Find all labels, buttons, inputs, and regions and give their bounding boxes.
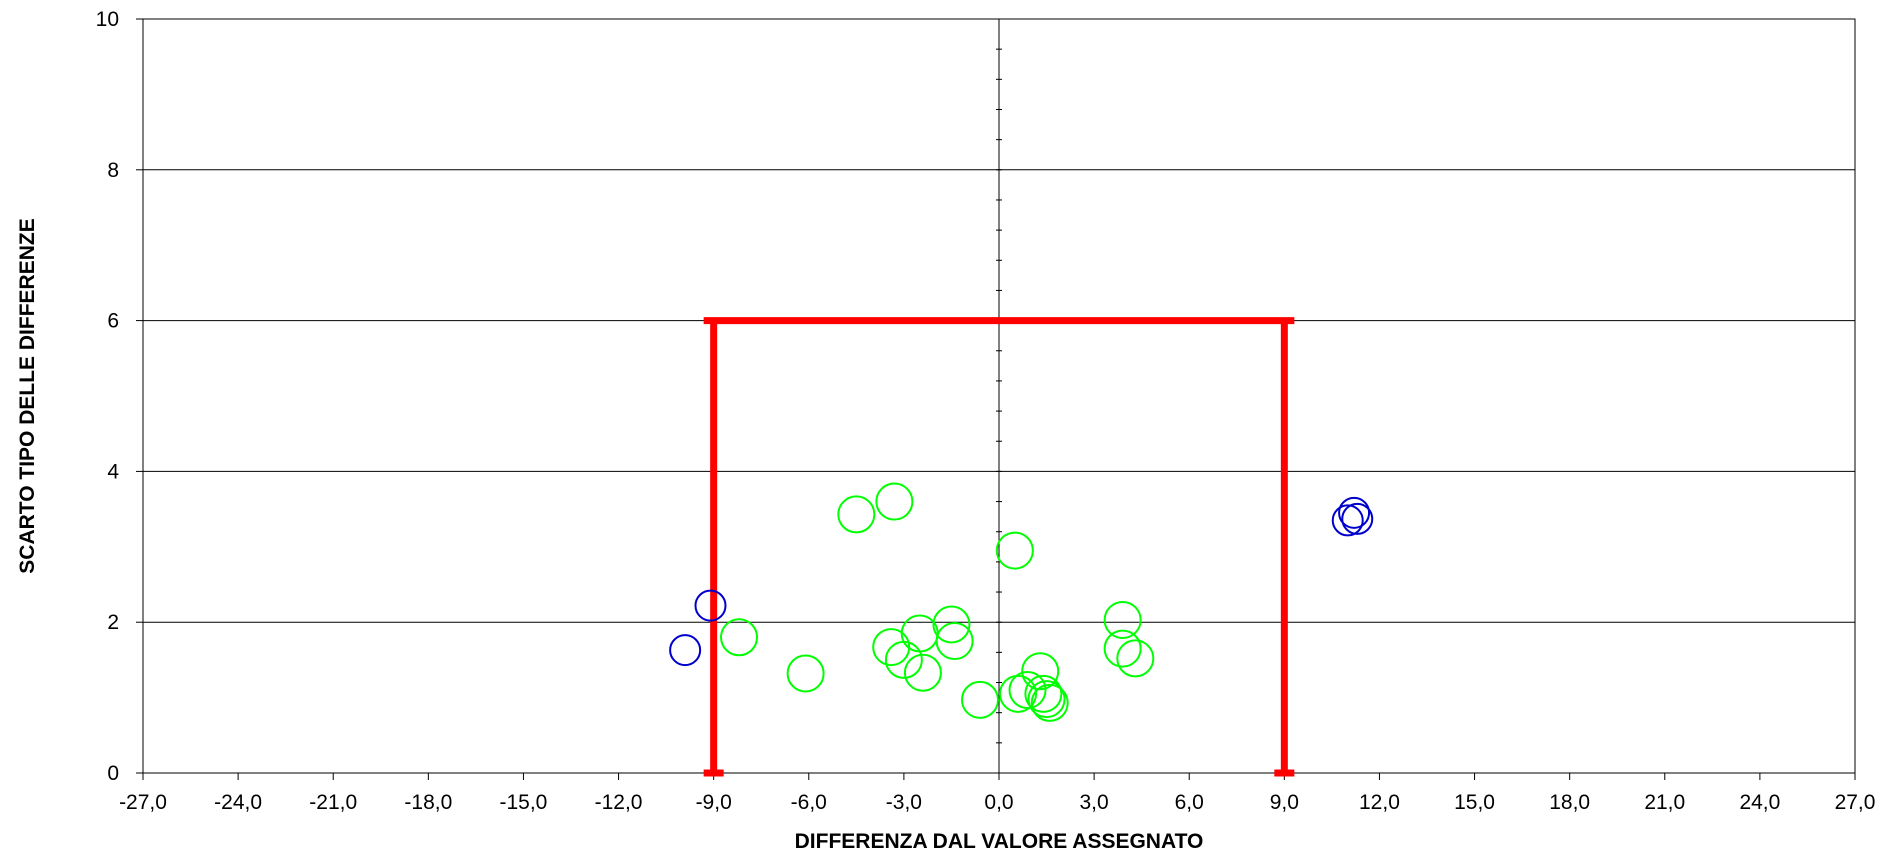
data-point [1024, 674, 1063, 713]
x-tick-label: -21,0 [309, 791, 357, 814]
x-tick-label: 18,0 [1549, 791, 1590, 814]
data-point [995, 531, 1034, 570]
x-tick-label: 3,0 [1080, 791, 1109, 814]
data-point [960, 680, 999, 719]
y-tick-label: 0 [107, 762, 119, 785]
x-tick-label: -3,0 [886, 791, 922, 814]
x-tick-label: -9,0 [696, 791, 732, 814]
y-tick-label: 8 [107, 159, 119, 182]
axes [136, 18, 1856, 780]
data-point [875, 482, 914, 521]
x-tick-label: 15,0 [1454, 791, 1495, 814]
y-tick-label: 6 [107, 310, 119, 333]
data-point [1331, 504, 1364, 537]
x-tick-label: 24,0 [1739, 791, 1780, 814]
data-point [1103, 600, 1142, 639]
x-tick-label: 21,0 [1644, 791, 1685, 814]
x-tick-label: 27,0 [1835, 791, 1876, 814]
data-point [1103, 629, 1142, 668]
x-tick-label: 0,0 [984, 791, 1013, 814]
data-point [1341, 502, 1374, 535]
x-tick-label: -12,0 [595, 791, 643, 814]
data-point [903, 653, 942, 692]
data-point [669, 634, 702, 667]
y-tick-label: 2 [107, 611, 119, 634]
x-tick-label: -6,0 [791, 791, 827, 814]
data-point [837, 495, 876, 534]
x-axis-title: DIFFERENZA DAL VALORE ASSEGNATO [795, 830, 1204, 853]
data-point [786, 654, 825, 693]
x-tick-label: 12,0 [1359, 791, 1400, 814]
data-point [1116, 639, 1155, 678]
data-point [935, 622, 974, 661]
data-point [932, 605, 971, 644]
x-tick-label: 6,0 [1175, 791, 1204, 814]
y-tick-labels: 0 2 4 6 8 10 [96, 8, 120, 785]
data-point [694, 589, 727, 622]
data-point [1027, 680, 1066, 719]
x-tick-label: -15,0 [500, 791, 548, 814]
limit-box [703, 317, 1295, 777]
x-tick-label: 9,0 [1270, 791, 1299, 814]
data-points [669, 482, 1374, 722]
x-tick-label: -27,0 [119, 791, 167, 814]
x-tick-label: -18,0 [404, 791, 452, 814]
x-tick-label: -24,0 [214, 791, 262, 814]
data-point [1338, 496, 1371, 529]
data-point [1008, 671, 1047, 710]
y-tick-label: 10 [96, 8, 119, 31]
data-point [720, 618, 759, 657]
data-point [1021, 652, 1060, 691]
data-point [900, 614, 939, 653]
y-axis-title: SCARTO TIPO DELLE DIFFERENZE [16, 218, 39, 573]
data-point [1030, 683, 1069, 722]
y-tick-label: 4 [107, 460, 119, 483]
x-tick-labels: -27,0 -24,0 -21,0 -18,0 -15,0 -12,0 -9,0 -6,0 -3… [119, 791, 1875, 814]
